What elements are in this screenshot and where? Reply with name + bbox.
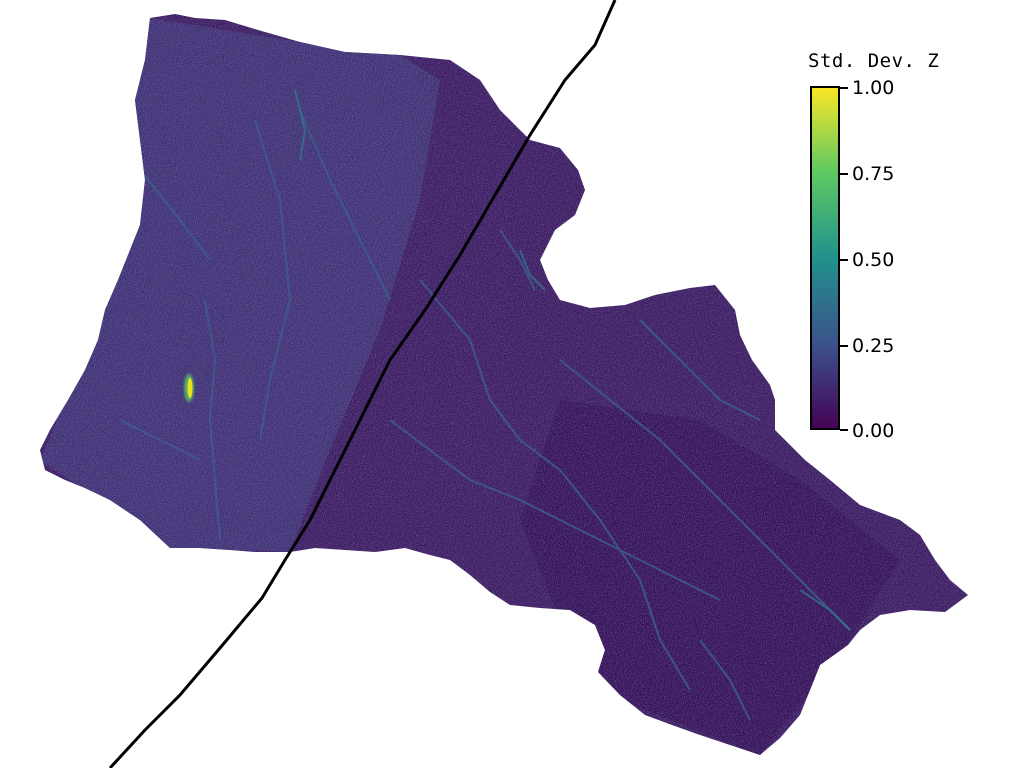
colorbar-tick <box>840 87 848 89</box>
colorbar-tick <box>840 429 848 431</box>
colorbar-tick <box>840 259 848 261</box>
colorbar-tick-label: 0.75 <box>852 163 895 185</box>
colorbar-tick-label: 0.00 <box>852 420 895 442</box>
colorbar-tick-label: 1.00 <box>852 77 895 99</box>
boundary-line <box>108 0 617 768</box>
colorbar-tick-label: 0.50 <box>852 249 895 271</box>
colorbar-tick <box>840 345 848 347</box>
colorbar <box>810 86 840 430</box>
colorbar-tick-label: 0.25 <box>852 335 895 357</box>
high-value-hotspot <box>184 374 194 402</box>
legend-title: Std. Dev. Z <box>808 50 940 72</box>
drainage-channels <box>119 109 851 721</box>
colorbar-tick <box>840 173 848 175</box>
